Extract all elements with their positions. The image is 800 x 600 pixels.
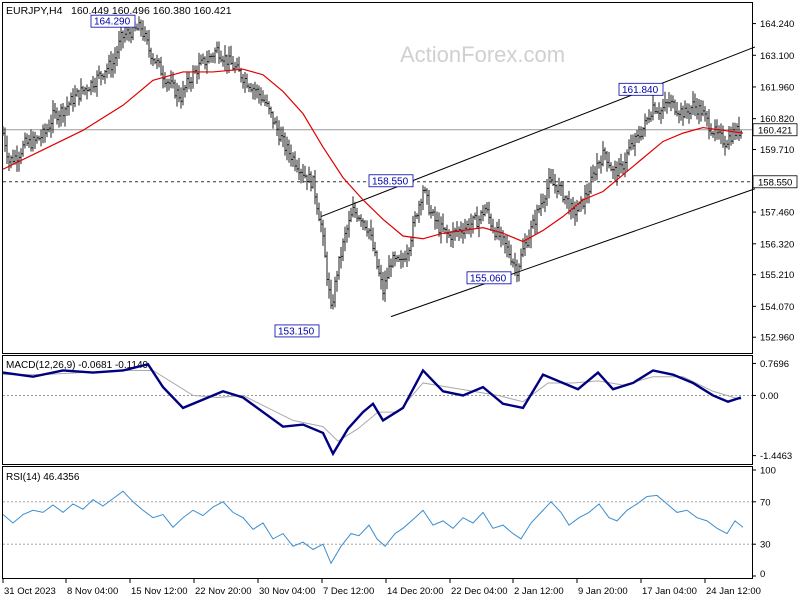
price-tick-label: 157.460 (760, 208, 794, 219)
rsi-tick-label: 0 (760, 569, 765, 580)
annotation-label: 164.290 (94, 17, 131, 28)
time-axis-labels: 31 Oct 2023 8 Nov 04:00 15 Nov 12:00 22 Nov… (2, 579, 761, 597)
channel-lower (390, 188, 756, 318)
price-tick-label: 154.070 (760, 302, 794, 313)
time-tick-label: 17 Jan 04:00 (642, 586, 697, 597)
ohlc-readout: 160.449 160.496 160.380 160.421 (71, 5, 232, 17)
channel-upper (320, 46, 756, 218)
price-tick-label: 164.240 (760, 19, 794, 30)
time-tick-label: 9 Jan 20:00 (578, 586, 628, 597)
annotation-label: 161.840 (622, 85, 659, 96)
price-tick-label: 156.320 (760, 239, 794, 250)
macd-tick-label: -1.4463 (760, 451, 792, 462)
time-tick-label: 2 Jan 12:00 (514, 586, 564, 597)
macd-tick-label: 0.7696 (760, 359, 789, 370)
annotation-label: 158.550 (372, 176, 409, 187)
time-tick-label: 24 Jan 12:00 (706, 586, 761, 597)
annotation-box (466, 271, 512, 285)
chart-title: EURJPY,H4 (6, 5, 63, 17)
price-tick-label: 159.710 (760, 145, 794, 156)
price-tick-label: 155.210 (760, 270, 794, 281)
annotation-box (618, 82, 664, 96)
price-axis-ticks: 164.240 163.100 161.960 160.820 159.710 157.4… (752, 19, 794, 344)
price-tick-label: 160.820 (760, 114, 794, 125)
moving-average-line (2, 68, 744, 243)
time-tick-label: 15 Nov 12:00 (131, 586, 188, 597)
rsi-panel-frame (2, 466, 753, 579)
time-tick-label: 8 Nov 04:00 (67, 586, 118, 597)
macd-axis-ticks: 0.7696 0.00 -1.4463 (752, 359, 792, 462)
time-tick-label: 7 Dec 12:00 (323, 586, 374, 597)
annotation-box (274, 324, 320, 338)
macd-label: MACD(12,26,9) -0.0681 -0.1149 (6, 360, 149, 371)
rsi-tick-label: 100 (760, 466, 776, 477)
rsi-line (2, 490, 744, 565)
annotation-box (90, 14, 136, 28)
time-tick-label: 14 Dec 20:00 (387, 586, 444, 597)
rsi-axis-ticks: 100 70 30 0 (752, 466, 776, 580)
rsi-tick-label: 30 (760, 540, 771, 551)
support-price-label: 158.550 (758, 177, 792, 188)
price-tick-label: 152.960 (760, 333, 794, 344)
annotation-label: 153.150 (278, 326, 315, 337)
current-price-label: 160.421 (758, 125, 792, 136)
macd-main-line (2, 362, 742, 457)
time-tick-label: 22 Dec 04:00 (451, 586, 508, 597)
trend-channel (320, 46, 756, 318)
time-tick-label: 31 Oct 2023 (4, 586, 56, 597)
current-price-box (752, 123, 798, 137)
annotation-box (368, 174, 414, 188)
time-tick-label: 30 Nov 04:00 (259, 586, 316, 597)
support-price-box (752, 175, 798, 189)
price-tick-label: 161.960 (760, 82, 794, 93)
watermark: ActionForex.com (400, 42, 565, 67)
annotation-label: 155.060 (470, 273, 507, 284)
time-tick-label: 22 Nov 20:00 (195, 586, 252, 597)
price-annotations: 164.290 158.550 161.840 155.060 153.150 (90, 14, 664, 338)
price-tick-label: 163.100 (760, 51, 794, 62)
macd-tick-label: 0.00 (760, 391, 779, 402)
rsi-tick-label: 70 (760, 497, 771, 508)
rsi-label: RSI(14) 46.4356 (6, 472, 80, 483)
